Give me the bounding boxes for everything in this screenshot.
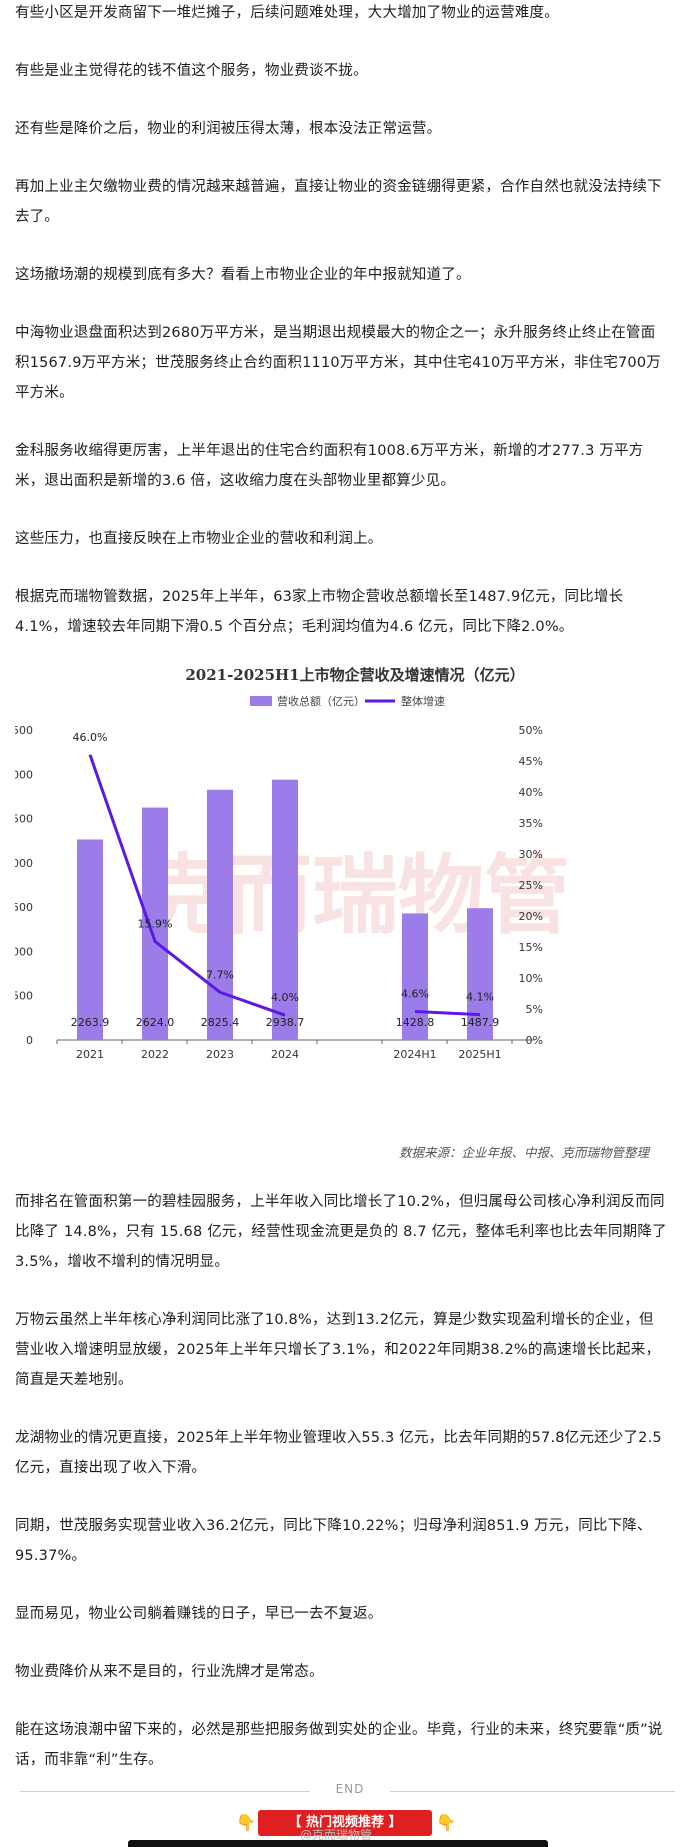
bottom-watermark: @克而瑞物管 [300,1828,373,1842]
x-tick-label: 2022 [141,1048,169,1061]
bar-value-label: 2263.9 [71,1016,110,1029]
paragraph: 而排名在管面积第一的碧桂园服务，上半年收入同比增长了10.2%，但归属母公司核心… [15,1194,667,1270]
paragraph: 显而易见，物业公司躺着赚钱的日子，早已一去不复返。 [15,1606,383,1622]
paragraph: 有些小区是开发商留下一堆烂摊子，后续问题难处理，大大增加了物业的运营难度。 [15,5,559,21]
y-right-tick-label: 10% [519,972,543,985]
revenue-growth-chart: 克而瑞物管 2021-2025H1上市物企营收及增速情况（亿元） 营收总额（亿元… [15,655,675,1175]
y-right-tick-label: 40% [519,786,543,799]
growth-line-segment-0 [88,754,286,1017]
pointing-down-icon: 👇 [436,1813,456,1832]
growth-line-segment-1 [414,1009,481,1017]
y-left-tick-label: 1500 [15,901,33,914]
paragraph: 万物云虽然上半年核心净利润同比涨了10.8%，达到13.2亿元，算是少数实现盈利… [15,1312,661,1388]
y-left-tick-label: 1000 [15,945,33,958]
y-right-tick-label: 30% [519,848,543,861]
growth-value-label: 4.0% [271,991,299,1004]
x-tick-label: 2023 [206,1048,234,1061]
y-right-tick-label: 0% [526,1034,543,1047]
paragraph: 物业费降价从来不是目的，行业洗牌才是常态。 [15,1664,324,1680]
chart-svg: 克而瑞物管 2021-2025H1上市物企营收及增速情况（亿元） 营收总额（亿元… [15,666,651,1160]
hot-video-recommend-button[interactable]: 【 热门视频推荐 】 [258,1810,432,1836]
paragraph: 同期，世茂服务实现营业收入36.2亿元，同比下降10.22%；归母净利润851.… [15,1518,652,1564]
chart-labels: 2263.9 2624.0 2825.4 2938.7 1428.8 1487.9 46.0… [71,731,500,1029]
chart-axes: 0 500 1000 1500 2000 2500 3000 3500 0% 5% 10% 15% 20… [15,724,543,1061]
bar-value-label: 2624.0 [136,1016,175,1029]
chart-bars [77,779,493,1040]
y-right-tick-label: 25% [519,879,543,892]
bar-value-label: 1428.8 [396,1016,435,1029]
paragraph: 再加上业主欠缴物业费的情况越来越普遍，直接让物业的资金链绷得更紧，合作自然也就没… [15,179,662,225]
bar-2025H1 [467,908,493,1040]
legend-bar-swatch [250,696,272,706]
x-tick-label: 2021 [76,1048,104,1061]
paragraph: 这些压力，也直接反映在上市物业企业的营收和利润上。 [15,531,383,547]
x-tick-label: 2024 [271,1048,299,1061]
bar-value-label: 2825.4 [201,1016,240,1029]
chart-watermark: 克而瑞物管 [140,846,570,946]
bar-2023 [207,789,233,1040]
chart-source: 数据来源：企业年报、中报、克而瑞物管整理 [399,1145,651,1160]
y-right-tick-label: 20% [519,910,543,923]
paragraph: 龙湖物业的情况更直接，2025年上半年物业管理收入55.3 亿元，比去年同期的5… [15,1430,662,1476]
bar-2022 [142,807,168,1040]
growth-value-label: 15.9% [138,917,173,930]
y-left-tick-label: 3000 [15,768,33,781]
y-right-tick-label: 15% [519,941,543,954]
pointing-down-icon: 👇 [236,1813,256,1832]
y-left-tick-label: 2500 [15,813,33,826]
legend-bar-label: 营收总额（亿元） [277,694,365,708]
paragraph: 这场撤场潮的规模到底有多大？看看上市物业企业的年中报就知道了。 [15,267,471,283]
y-left-tick-label: 0 [26,1034,33,1047]
chart-legend: 营收总额（亿元） 整体增速 [250,694,445,708]
divider-left [20,1791,310,1792]
x-tick-label: 2024H1 [393,1048,436,1061]
divider-right [390,1791,675,1792]
chart-title: 2021-2025H1上市物企营收及增速情况（亿元） [185,666,524,684]
y-right-tick-label: 35% [519,817,543,830]
paragraph: 根据克而瑞物管数据，2025年上半年，63家上市物企营收总额增长至1487.9亿… [15,589,624,635]
bar-2024 [272,779,298,1040]
legend-line-label: 整体增速 [401,694,445,708]
growth-value-label: 46.0% [73,731,108,744]
paragraph: 能在这场浪潮中留下来的，必然是那些把服务做到实处的企业。毕竟，行业的未来，终究要… [15,1722,663,1768]
bar-2024H1 [402,913,428,1040]
home-indicator [128,1840,548,1847]
end-label: END [335,1782,365,1796]
bar-2021 [77,839,103,1040]
paragraph: 中海物业退盘面积达到2680万平方米，是当期退出规模最大的物企之一；永升服务终止… [15,325,661,401]
y-left-tick-label: 3500 [15,724,33,737]
y-right-tick-label: 5% [526,1003,543,1016]
growth-value-label: 7.7% [206,968,234,981]
growth-value-label: 4.6% [401,987,429,1000]
growth-value-label: 4.1% [466,991,494,1004]
y-right-tick-label: 45% [519,755,543,768]
paragraph: 有些是业主觉得花的钱不值这个服务，物业费谈不拢。 [15,63,368,79]
y-left-tick-label: 2000 [15,857,33,870]
chart-line [88,754,481,1017]
x-tick-label: 2025H1 [458,1048,501,1061]
paragraph: 金科服务收缩得更厉害，上半年退出的住宅合约面积有1008.6万平方米，新增的才2… [15,443,644,489]
bar-value-label: 1487.9 [461,1016,500,1029]
y-left-tick-label: 500 [15,990,33,1003]
paragraph: 还有些是降价之后，物业的利润被压得太薄，根本没法正常运营。 [15,121,442,137]
y-right-tick-label: 50% [519,724,543,737]
bar-value-label: 2938.7 [266,1016,305,1029]
